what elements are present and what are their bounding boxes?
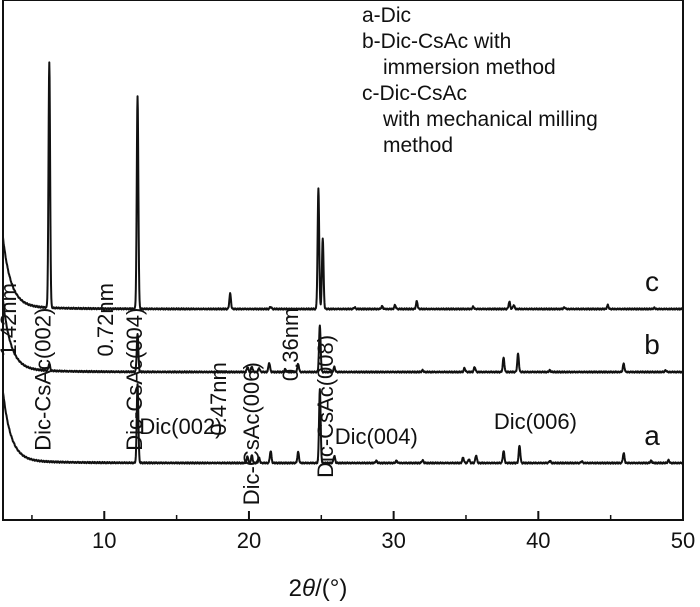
x-tick-label: 30 [381,528,405,553]
legend-line: method [383,134,453,157]
series-b-label: b [644,329,660,360]
peak-annotation: 1.42nm [0,283,21,356]
legend-line: b-Dic-CsAc with [362,30,511,53]
peak-annotation: Dic-CsAc(006) [239,362,264,505]
annotation-layer: 1.42nm Dic-CsAc(002) 0.72nm Dic-CsAc(004) 0.… [0,283,577,505]
peak-annotation: Dic(002) [139,414,222,439]
peak-annotation: Dic-CsAc(004) [122,308,147,451]
peak-annotation: Dic-CsAc(002) [31,308,56,451]
series-a-label: a [644,420,660,451]
peak-annotation: Dic(006) [494,409,577,434]
peak-annotation: 0.72nm [93,283,118,356]
legend-line: a-Dic [362,4,411,27]
series-b-trace [4,300,682,374]
peak-annotation: Dic(004) [335,424,418,449]
plot-frame [2,0,684,521]
x-tick-label: 50 [671,528,695,553]
series-a-trace [4,383,682,465]
legend-line: with mechanical milling [382,108,598,131]
plot-layer: a b c [4,61,682,465]
peak-annotation: 0.47nm [206,362,231,435]
series-c-trace [4,61,682,311]
peak-annotation: 0.36nm [278,308,303,381]
series-c-label: c [645,266,659,297]
legend-line: immersion method [383,56,556,79]
legend-line: c-Dic-CsAc [362,82,467,105]
x-tick-label: 40 [526,528,550,553]
peak-annotation: Dic-CsAc(008) [313,335,338,478]
x-axis-title: 2θ/(°) [289,575,348,602]
x-tick-label: 10 [92,528,116,553]
legend-block: a-Dic b-Dic-CsAc with immersion method c-Di… [362,4,598,157]
x-tick-label: 20 [237,528,261,553]
